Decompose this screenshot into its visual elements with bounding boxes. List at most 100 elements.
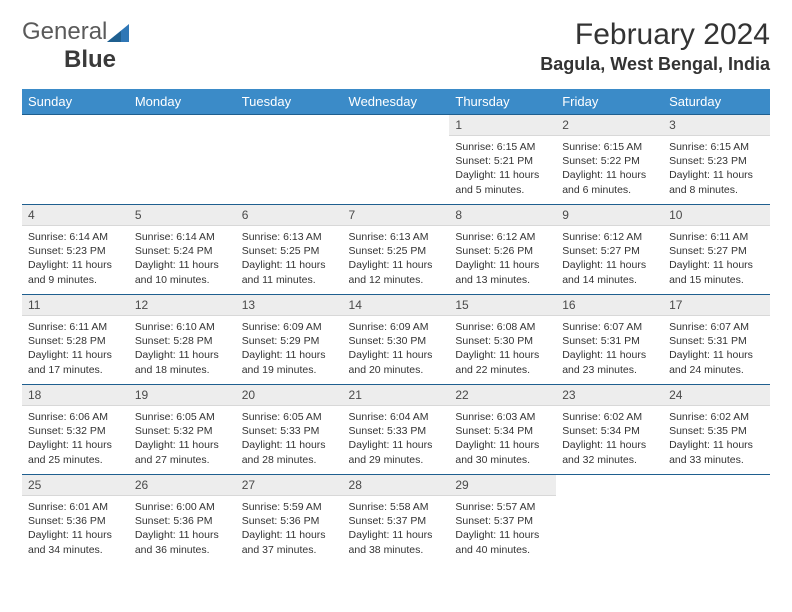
location: Bagula, West Bengal, India bbox=[540, 54, 770, 75]
day-details: Sunrise: 6:13 AM Sunset: 5:25 PM Dayligh… bbox=[343, 226, 450, 291]
day-number: 7 bbox=[343, 205, 450, 226]
calendar-cell: 1Sunrise: 6:15 AM Sunset: 5:21 PM Daylig… bbox=[449, 115, 556, 205]
day-details: Sunrise: 6:12 AM Sunset: 5:27 PM Dayligh… bbox=[556, 226, 663, 291]
weekday-header: Wednesday bbox=[343, 89, 450, 115]
day-details: Sunrise: 6:01 AM Sunset: 5:36 PM Dayligh… bbox=[22, 496, 129, 561]
day-number: 5 bbox=[129, 205, 236, 226]
day-details: Sunrise: 6:12 AM Sunset: 5:26 PM Dayligh… bbox=[449, 226, 556, 291]
calendar-cell: 4Sunrise: 6:14 AM Sunset: 5:23 PM Daylig… bbox=[22, 205, 129, 295]
day-number: 11 bbox=[22, 295, 129, 316]
day-number: 26 bbox=[129, 475, 236, 496]
logo-text: General Blue bbox=[22, 18, 129, 74]
day-details: Sunrise: 6:15 AM Sunset: 5:21 PM Dayligh… bbox=[449, 136, 556, 201]
logo: General Blue bbox=[22, 18, 129, 74]
day-number: 16 bbox=[556, 295, 663, 316]
day-number: 29 bbox=[449, 475, 556, 496]
day-details: Sunrise: 6:00 AM Sunset: 5:36 PM Dayligh… bbox=[129, 496, 236, 561]
calendar-cell: 5Sunrise: 6:14 AM Sunset: 5:24 PM Daylig… bbox=[129, 205, 236, 295]
day-details: Sunrise: 5:59 AM Sunset: 5:36 PM Dayligh… bbox=[236, 496, 343, 561]
logo-text-1: General bbox=[22, 18, 107, 45]
calendar-cell: 13Sunrise: 6:09 AM Sunset: 5:29 PM Dayli… bbox=[236, 295, 343, 385]
day-number: 14 bbox=[343, 295, 450, 316]
day-number: 17 bbox=[663, 295, 770, 316]
day-details: Sunrise: 6:10 AM Sunset: 5:28 PM Dayligh… bbox=[129, 316, 236, 381]
calendar-cell: 10Sunrise: 6:11 AM Sunset: 5:27 PM Dayli… bbox=[663, 205, 770, 295]
day-details: Sunrise: 6:05 AM Sunset: 5:32 PM Dayligh… bbox=[129, 406, 236, 471]
calendar-cell: 27Sunrise: 5:59 AM Sunset: 5:36 PM Dayli… bbox=[236, 475, 343, 565]
calendar-cell: .. bbox=[663, 475, 770, 565]
day-number: 24 bbox=[663, 385, 770, 406]
day-number: 20 bbox=[236, 385, 343, 406]
day-number: 6 bbox=[236, 205, 343, 226]
day-number: 18 bbox=[22, 385, 129, 406]
day-number: 25 bbox=[22, 475, 129, 496]
calendar-cell: 15Sunrise: 6:08 AM Sunset: 5:30 PM Dayli… bbox=[449, 295, 556, 385]
weekday-header: Sunday bbox=[22, 89, 129, 115]
calendar-cell: 22Sunrise: 6:03 AM Sunset: 5:34 PM Dayli… bbox=[449, 385, 556, 475]
calendar-cell: 26Sunrise: 6:00 AM Sunset: 5:36 PM Dayli… bbox=[129, 475, 236, 565]
calendar-cell: 19Sunrise: 6:05 AM Sunset: 5:32 PM Dayli… bbox=[129, 385, 236, 475]
calendar-cell: .. bbox=[556, 475, 663, 565]
day-details: Sunrise: 6:07 AM Sunset: 5:31 PM Dayligh… bbox=[556, 316, 663, 381]
day-number: 13 bbox=[236, 295, 343, 316]
calendar-cell: 29Sunrise: 5:57 AM Sunset: 5:37 PM Dayli… bbox=[449, 475, 556, 565]
day-details: Sunrise: 6:15 AM Sunset: 5:22 PM Dayligh… bbox=[556, 136, 663, 201]
day-details: Sunrise: 6:09 AM Sunset: 5:29 PM Dayligh… bbox=[236, 316, 343, 381]
weekday-header: Friday bbox=[556, 89, 663, 115]
day-details: Sunrise: 6:05 AM Sunset: 5:33 PM Dayligh… bbox=[236, 406, 343, 471]
day-details: Sunrise: 6:03 AM Sunset: 5:34 PM Dayligh… bbox=[449, 406, 556, 471]
weekday-header-row: Sunday Monday Tuesday Wednesday Thursday… bbox=[22, 89, 770, 115]
calendar-row: 11Sunrise: 6:11 AM Sunset: 5:28 PM Dayli… bbox=[22, 295, 770, 385]
calendar-cell: 6Sunrise: 6:13 AM Sunset: 5:25 PM Daylig… bbox=[236, 205, 343, 295]
calendar-row: 25Sunrise: 6:01 AM Sunset: 5:36 PM Dayli… bbox=[22, 475, 770, 565]
day-details: Sunrise: 5:57 AM Sunset: 5:37 PM Dayligh… bbox=[449, 496, 556, 561]
day-details: Sunrise: 6:11 AM Sunset: 5:27 PM Dayligh… bbox=[663, 226, 770, 291]
day-number: 21 bbox=[343, 385, 450, 406]
weekday-header: Tuesday bbox=[236, 89, 343, 115]
calendar-cell: 7Sunrise: 6:13 AM Sunset: 5:25 PM Daylig… bbox=[343, 205, 450, 295]
day-number: 3 bbox=[663, 115, 770, 136]
calendar-cell: 8Sunrise: 6:12 AM Sunset: 5:26 PM Daylig… bbox=[449, 205, 556, 295]
header: General Blue February 2024 Bagula, West … bbox=[22, 18, 770, 75]
day-details: Sunrise: 6:15 AM Sunset: 5:23 PM Dayligh… bbox=[663, 136, 770, 201]
day-number: 2 bbox=[556, 115, 663, 136]
day-number: 10 bbox=[663, 205, 770, 226]
day-details: Sunrise: 6:06 AM Sunset: 5:32 PM Dayligh… bbox=[22, 406, 129, 471]
calendar-cell: .. bbox=[236, 115, 343, 205]
calendar-cell: 12Sunrise: 6:10 AM Sunset: 5:28 PM Dayli… bbox=[129, 295, 236, 385]
calendar-cell: .. bbox=[22, 115, 129, 205]
day-number: 23 bbox=[556, 385, 663, 406]
logo-text-2: Blue bbox=[64, 46, 116, 73]
day-number: 19 bbox=[129, 385, 236, 406]
month-title: February 2024 bbox=[540, 18, 770, 52]
calendar-cell: 20Sunrise: 6:05 AM Sunset: 5:33 PM Dayli… bbox=[236, 385, 343, 475]
calendar-cell: .. bbox=[129, 115, 236, 205]
day-number: 15 bbox=[449, 295, 556, 316]
weekday-header: Thursday bbox=[449, 89, 556, 115]
calendar-cell: 24Sunrise: 6:02 AM Sunset: 5:35 PM Dayli… bbox=[663, 385, 770, 475]
day-details: Sunrise: 6:04 AM Sunset: 5:33 PM Dayligh… bbox=[343, 406, 450, 471]
calendar-cell: 14Sunrise: 6:09 AM Sunset: 5:30 PM Dayli… bbox=[343, 295, 450, 385]
calendar-cell: 9Sunrise: 6:12 AM Sunset: 5:27 PM Daylig… bbox=[556, 205, 663, 295]
calendar-cell: 25Sunrise: 6:01 AM Sunset: 5:36 PM Dayli… bbox=[22, 475, 129, 565]
day-details: Sunrise: 6:14 AM Sunset: 5:24 PM Dayligh… bbox=[129, 226, 236, 291]
day-details: Sunrise: 6:11 AM Sunset: 5:28 PM Dayligh… bbox=[22, 316, 129, 381]
calendar-cell: 21Sunrise: 6:04 AM Sunset: 5:33 PM Dayli… bbox=[343, 385, 450, 475]
day-details: Sunrise: 6:07 AM Sunset: 5:31 PM Dayligh… bbox=[663, 316, 770, 381]
calendar-body: ........ 1Sunrise: 6:15 AM Sunset: 5:21 P… bbox=[22, 115, 770, 565]
day-number: 8 bbox=[449, 205, 556, 226]
day-details: Sunrise: 6:02 AM Sunset: 5:34 PM Dayligh… bbox=[556, 406, 663, 471]
day-number: 28 bbox=[343, 475, 450, 496]
calendar-cell: 11Sunrise: 6:11 AM Sunset: 5:28 PM Dayli… bbox=[22, 295, 129, 385]
calendar-cell: 3Sunrise: 6:15 AM Sunset: 5:23 PM Daylig… bbox=[663, 115, 770, 205]
calendar-cell: 23Sunrise: 6:02 AM Sunset: 5:34 PM Dayli… bbox=[556, 385, 663, 475]
day-number: 4 bbox=[22, 205, 129, 226]
calendar-cell: 2Sunrise: 6:15 AM Sunset: 5:22 PM Daylig… bbox=[556, 115, 663, 205]
day-number: 27 bbox=[236, 475, 343, 496]
calendar-cell: 28Sunrise: 5:58 AM Sunset: 5:37 PM Dayli… bbox=[343, 475, 450, 565]
calendar-row: 4Sunrise: 6:14 AM Sunset: 5:23 PM Daylig… bbox=[22, 205, 770, 295]
calendar-cell: 16Sunrise: 6:07 AM Sunset: 5:31 PM Dayli… bbox=[556, 295, 663, 385]
calendar-table: Sunday Monday Tuesday Wednesday Thursday… bbox=[22, 89, 770, 565]
day-details: Sunrise: 6:08 AM Sunset: 5:30 PM Dayligh… bbox=[449, 316, 556, 381]
logo-triangle-icon bbox=[107, 24, 129, 42]
